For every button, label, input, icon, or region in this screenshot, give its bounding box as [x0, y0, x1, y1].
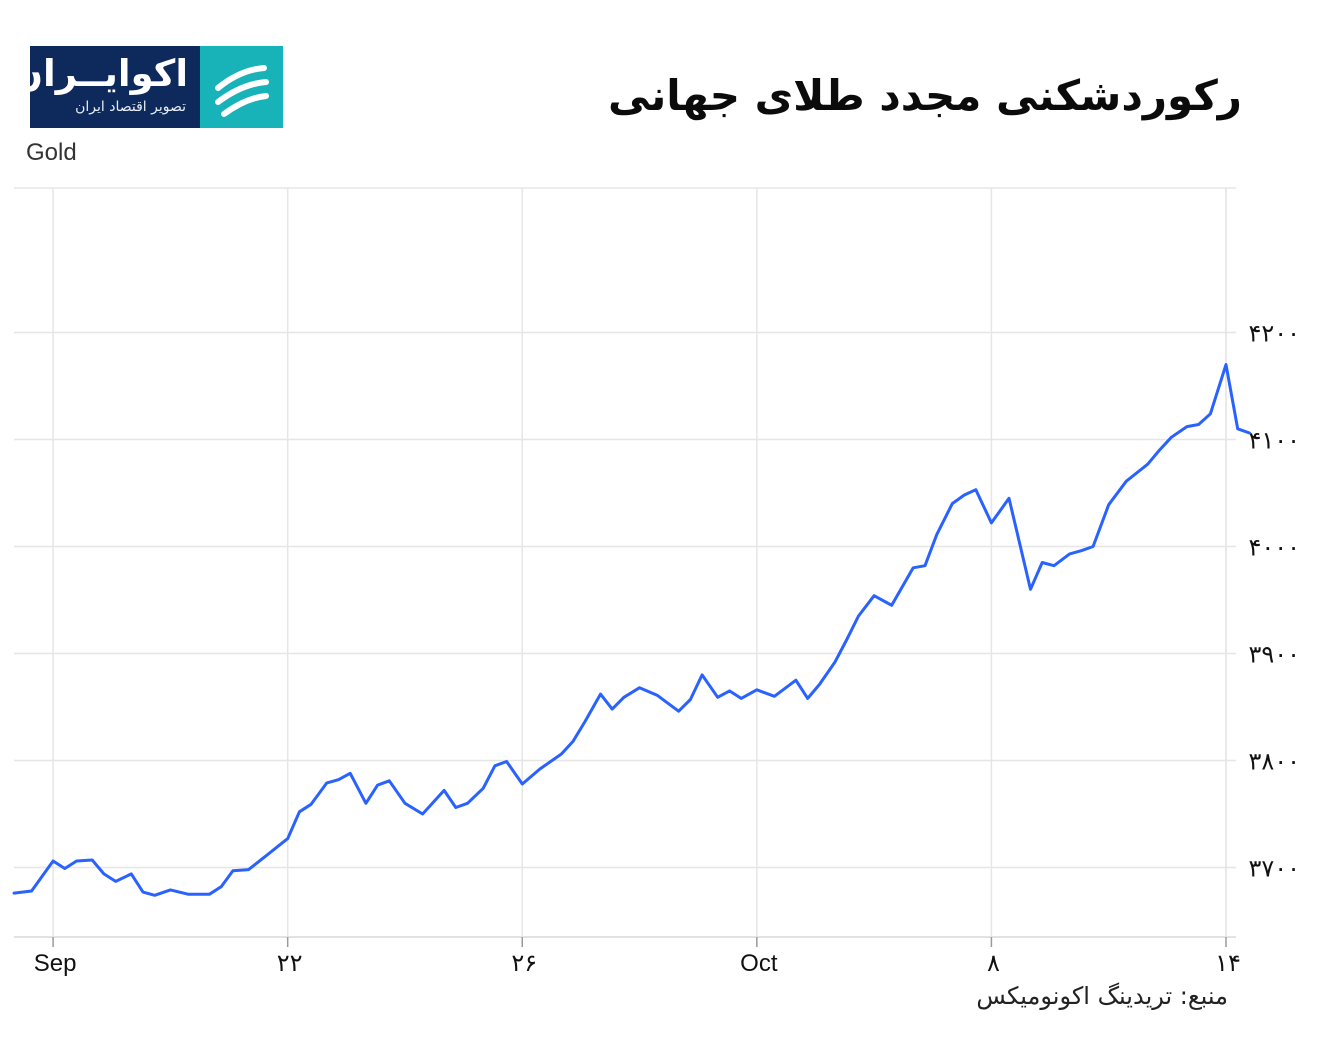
- logo-tagline: تصویر اقتصاد ایران: [75, 99, 186, 115]
- y-tick-label: ۴۱۰۰: [1248, 426, 1300, 454]
- y-tick-label: ۴۰۰۰: [1248, 533, 1300, 561]
- x-tick-label: ۲۲: [277, 950, 303, 977]
- x-tick-labels: Sep ۲۲ ۲۶ Oct ۸ ۱۴: [34, 950, 1241, 977]
- x-tick-label: ۸: [987, 950, 1000, 977]
- x-tick-label: ۲۶: [511, 950, 537, 977]
- y-tick-label: ۳۹۰۰: [1248, 640, 1300, 668]
- chart-title: رکوردشکنی مجدد طلای جهانی: [608, 71, 1242, 120]
- y-axis-label: Gold: [26, 139, 77, 166]
- series-line: [12, 363, 1251, 897]
- logo-name: اکوایــران: [11, 52, 188, 95]
- logo-wordmark: اکوایــران تصویر اقتصاد ایران: [11, 46, 200, 128]
- logo: اکوایــران تصویر اقتصاد ایران: [11, 46, 283, 128]
- x-tick-label: Sep: [34, 950, 77, 977]
- x-tick-label: ۱۴: [1215, 950, 1241, 977]
- y-tick-label: ۳۷۰۰: [1248, 854, 1300, 882]
- grid: [14, 187, 1236, 947]
- y-tick-label: ۴۲۰۰: [1248, 319, 1300, 347]
- source-note: منبع: تریدینگ اکونومیکس: [976, 982, 1228, 1010]
- y-tick-label: ۳۸۰۰: [1248, 747, 1300, 775]
- logo-mark-icon: [200, 46, 283, 128]
- y-tick-labels: ۳۷۰۰ ۳۸۰۰ ۳۹۰۰ ۴۰۰۰ ۴۱۰۰ ۴۲۰۰: [1248, 319, 1300, 882]
- x-tick-label: Oct: [740, 950, 778, 977]
